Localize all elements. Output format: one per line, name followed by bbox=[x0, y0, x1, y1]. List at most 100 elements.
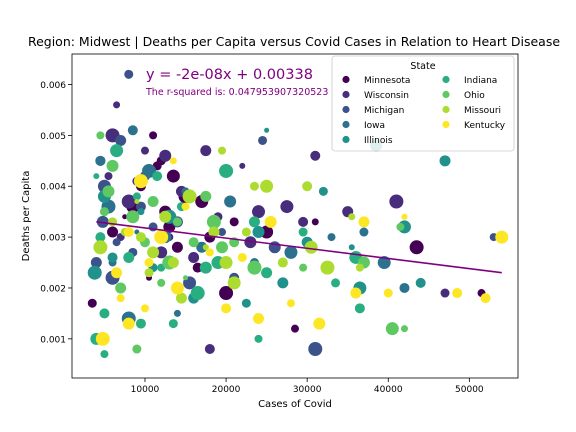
data-point-iowa bbox=[284, 245, 298, 259]
data-point-michigan bbox=[96, 215, 109, 228]
x-axis-label: Cases of Covid bbox=[258, 399, 332, 410]
data-point-iowa bbox=[224, 195, 237, 208]
data-point-ohio bbox=[96, 131, 105, 140]
data-point-minnesota bbox=[171, 241, 183, 253]
data-point-wisconsin bbox=[188, 251, 200, 263]
data-point-minnesota bbox=[149, 131, 158, 140]
data-point-missouri bbox=[277, 257, 288, 268]
data-point-missouri bbox=[302, 181, 313, 192]
data-point-missouri bbox=[147, 246, 160, 259]
data-point-kentucky bbox=[154, 230, 169, 245]
data-point-indiana bbox=[110, 144, 124, 158]
legend-box bbox=[331, 55, 515, 152]
data-point-indiana bbox=[152, 171, 163, 182]
y-tick-label: 0.001 bbox=[40, 335, 66, 345]
legend-title: State bbox=[410, 61, 435, 72]
data-point-minnesota bbox=[122, 214, 128, 220]
data-point-illinois bbox=[415, 277, 426, 288]
data-point-indiana bbox=[219, 163, 234, 178]
data-point-ohio bbox=[172, 217, 182, 227]
data-point-minnesota bbox=[291, 324, 299, 333]
data-point-wisconsin bbox=[204, 344, 215, 355]
data-point-iowa bbox=[359, 227, 369, 237]
data-point-ohio bbox=[385, 322, 399, 336]
data-point-missouri bbox=[241, 227, 251, 237]
legend-marker-wisconsin bbox=[342, 90, 350, 99]
data-point-minnesota bbox=[229, 217, 239, 227]
data-point-illinois bbox=[252, 226, 265, 239]
legend-marker-indiana bbox=[442, 75, 450, 84]
legend-label-michigan: Michigan bbox=[364, 106, 404, 116]
data-point-minnesota bbox=[311, 218, 319, 226]
data-point-kentucky bbox=[286, 299, 295, 308]
data-point-wisconsin bbox=[159, 149, 172, 162]
data-point-ohio bbox=[106, 159, 119, 172]
data-point-missouri bbox=[202, 244, 209, 251]
data-point-indiana bbox=[123, 251, 135, 263]
data-point-indiana bbox=[93, 173, 100, 180]
data-point-illinois bbox=[264, 127, 270, 133]
data-point-ohio bbox=[157, 278, 166, 287]
data-point-missouri bbox=[175, 292, 187, 304]
data-point-illinois bbox=[107, 252, 118, 263]
data-point-missouri bbox=[355, 263, 364, 272]
y-axis-label: Deaths per Capita bbox=[21, 171, 32, 262]
data-point-illinois bbox=[348, 244, 355, 251]
legend-label-indiana: Indiana bbox=[464, 76, 497, 86]
data-point-wisconsin bbox=[298, 216, 309, 227]
data-point-missouri bbox=[320, 260, 335, 275]
legend-marker-minnesota bbox=[342, 75, 350, 84]
data-point-indiana bbox=[135, 318, 146, 329]
legend-label-ohio: Ohio bbox=[464, 91, 485, 101]
data-point-missouri bbox=[218, 146, 227, 155]
legend-label-iowa: Iowa bbox=[364, 121, 385, 131]
data-point-indiana bbox=[100, 350, 109, 359]
data-point-iowa bbox=[127, 125, 138, 136]
legend-marker-kentucky bbox=[442, 120, 450, 129]
y-tick-label: 0.003 bbox=[40, 234, 66, 244]
chart-title: Region: Midwest | Deaths per Capita vers… bbox=[28, 34, 560, 49]
data-point-minnesota bbox=[107, 226, 119, 238]
data-point-missouri bbox=[134, 199, 140, 205]
data-point-indiana bbox=[331, 278, 341, 288]
data-point-wisconsin bbox=[239, 162, 246, 169]
legend-marker-missouri bbox=[442, 105, 450, 114]
data-point-iowa bbox=[196, 241, 208, 253]
legend-marker-ohio bbox=[442, 90, 450, 99]
y-tick-label: 0.006 bbox=[40, 81, 66, 91]
y-tick-label: 0.005 bbox=[40, 132, 66, 142]
data-point-iowa bbox=[377, 256, 391, 270]
data-point-wisconsin bbox=[104, 172, 113, 181]
data-point-wisconsin bbox=[140, 146, 149, 155]
data-point-missouri bbox=[260, 179, 274, 193]
data-point-missouri bbox=[219, 256, 233, 270]
data-point-missouri bbox=[144, 268, 154, 278]
data-point-wisconsin bbox=[113, 101, 121, 109]
data-point-ohio bbox=[400, 325, 408, 333]
data-point-kentucky bbox=[313, 317, 326, 330]
data-point-wisconsin bbox=[252, 205, 266, 219]
data-point-indiana bbox=[298, 227, 308, 237]
y-axis: 0.001 0.002 0.003 0.004 0.005 0.006 bbox=[40, 81, 72, 345]
data-point-missouri bbox=[304, 240, 318, 254]
legend-marker-michigan bbox=[342, 105, 350, 114]
data-point-ohio bbox=[188, 237, 199, 248]
data-point-illinois bbox=[277, 277, 289, 289]
data-point-illinois bbox=[87, 265, 102, 280]
data-point-missouri bbox=[227, 276, 241, 290]
data-point-wisconsin bbox=[121, 194, 136, 209]
data-point-wisconsin bbox=[389, 194, 404, 209]
data-point-indiana bbox=[261, 267, 273, 279]
data-point-missouri bbox=[159, 210, 172, 223]
regression-equation: y = -2e-08x + 0.00338 bbox=[146, 67, 313, 83]
x-tick-label: 10000 bbox=[131, 385, 160, 395]
data-point-kentucky bbox=[358, 216, 370, 228]
data-point-kentucky bbox=[123, 227, 134, 238]
data-point-minnesota bbox=[409, 240, 424, 255]
x-axis: 10000 20000 30000 40000 50000 bbox=[131, 378, 484, 395]
data-point-ohio bbox=[126, 210, 140, 224]
data-point-missouri bbox=[182, 189, 197, 204]
legend: State Minnesota Wisconsin Michigan Iowa Illi… bbox=[331, 55, 515, 152]
data-point-ohio bbox=[396, 222, 405, 231]
